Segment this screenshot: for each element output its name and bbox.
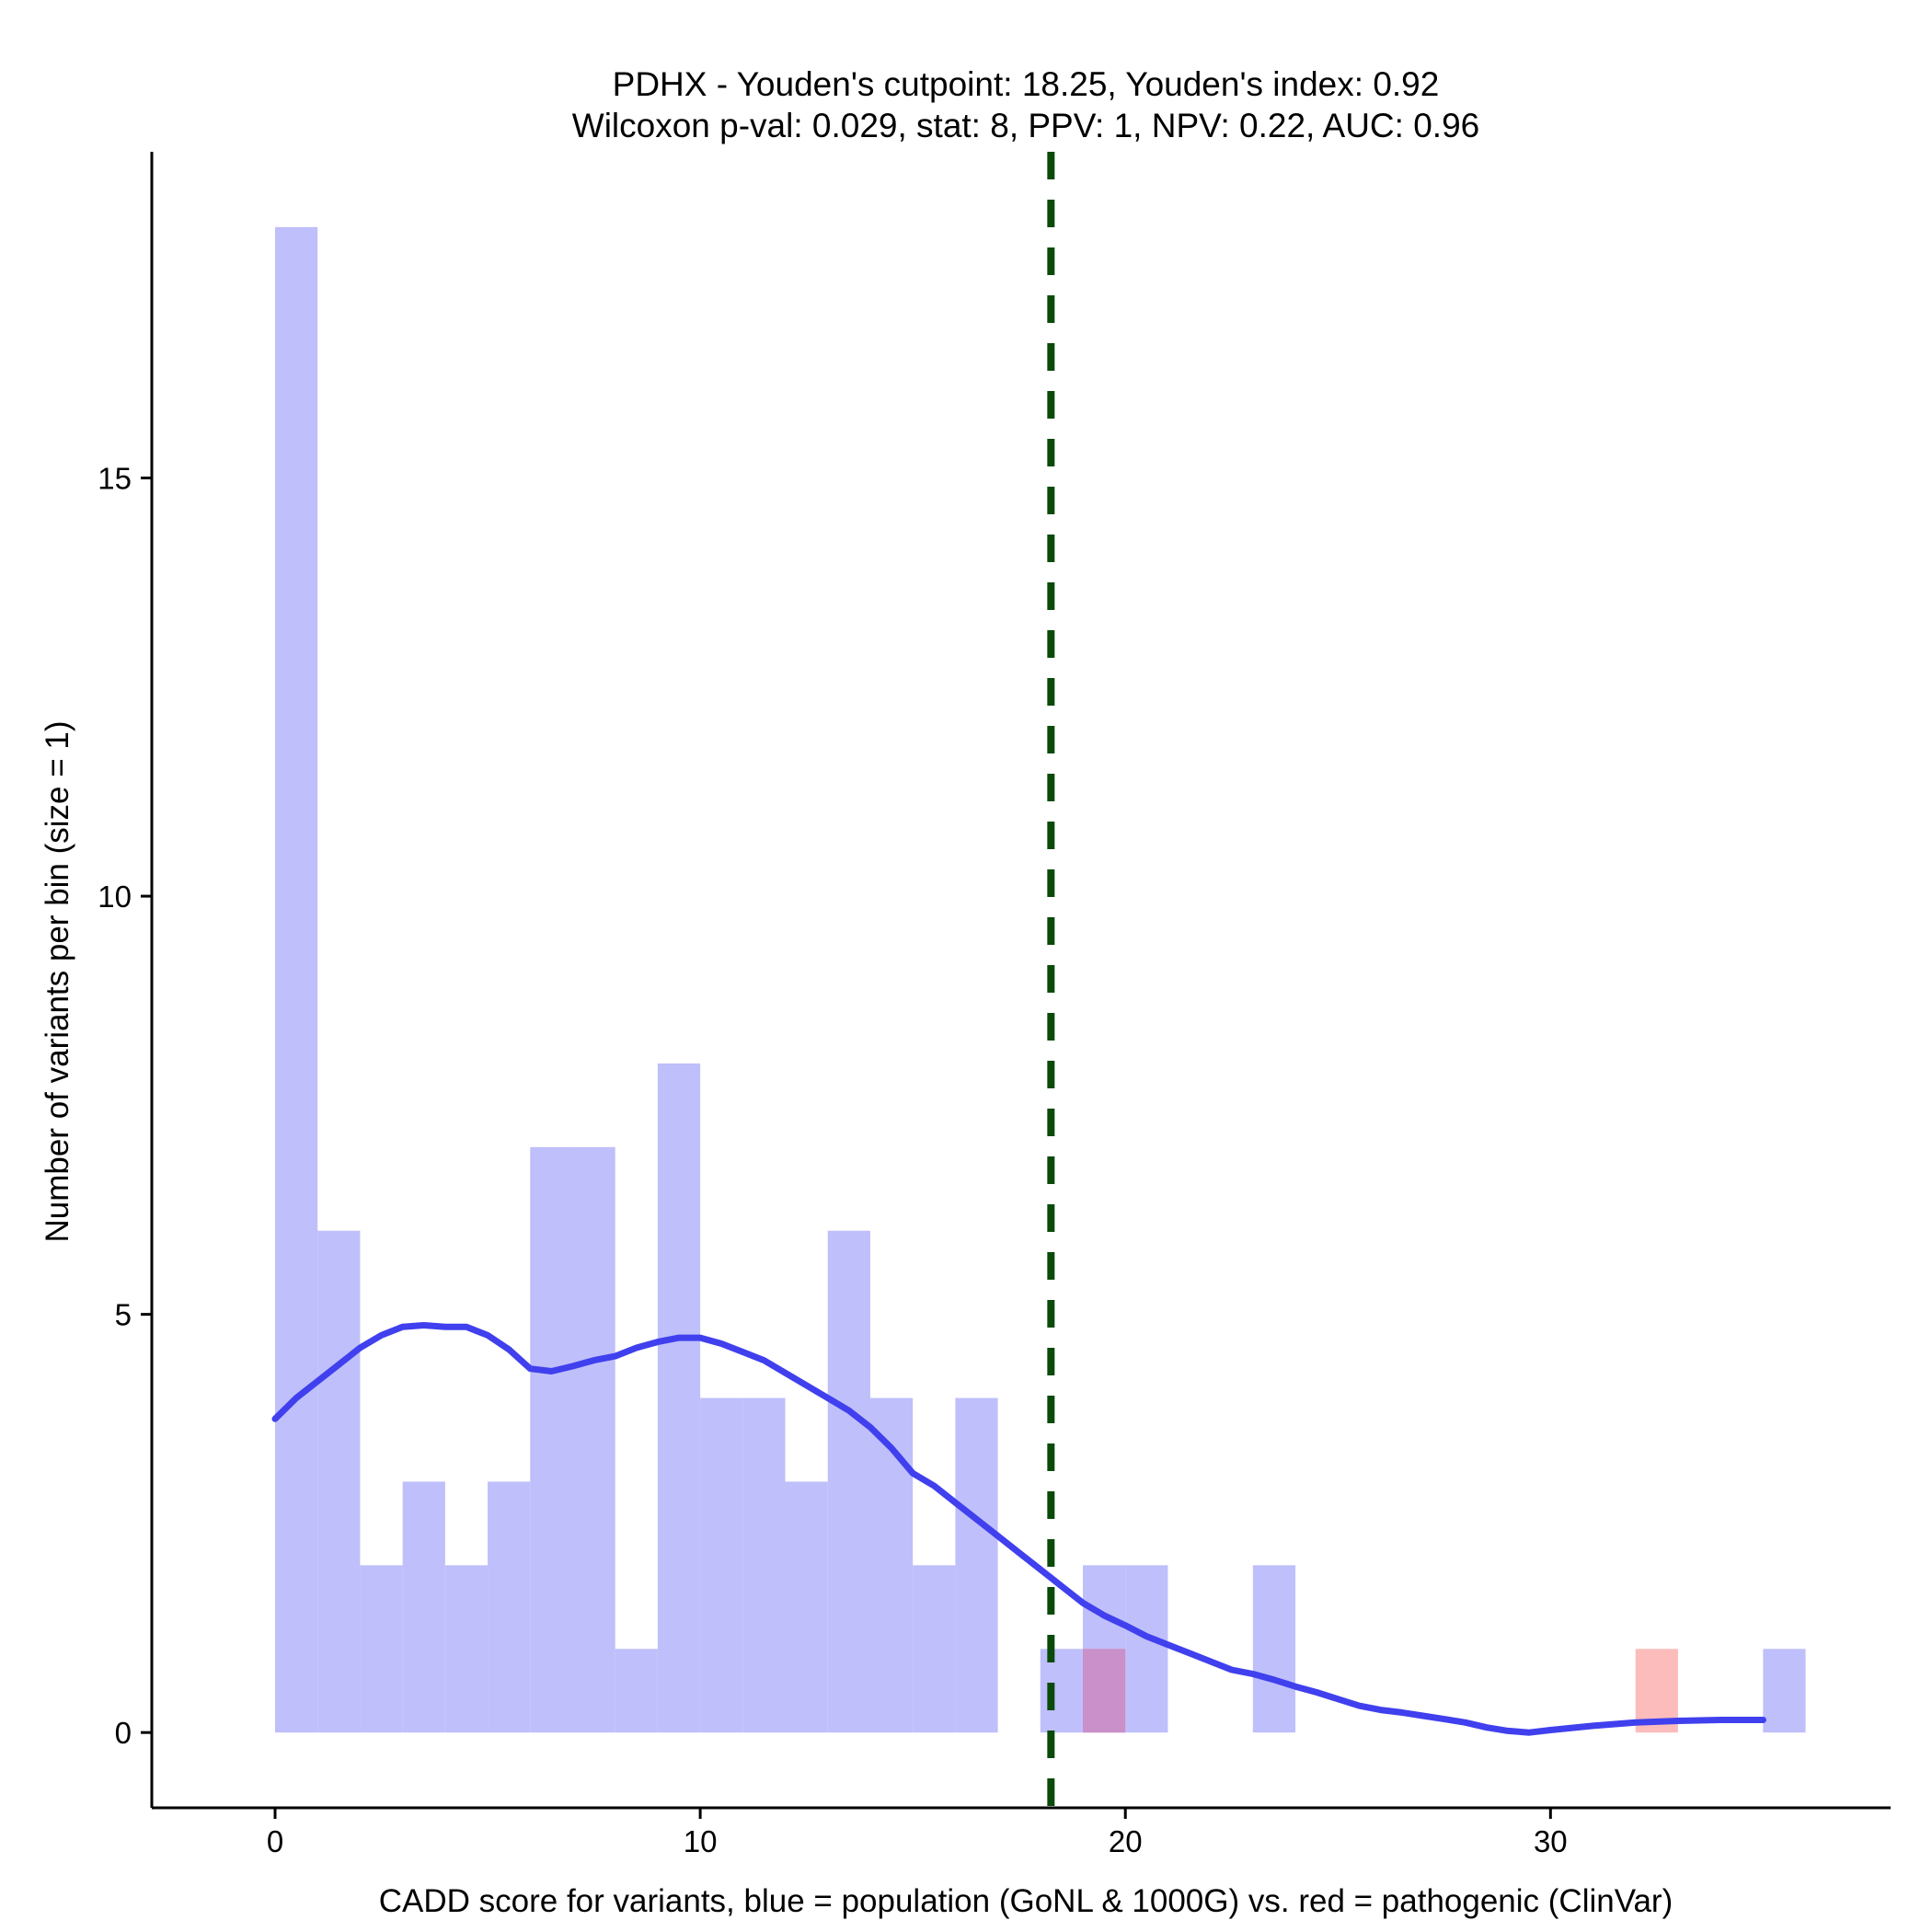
y-tick-label: 0 <box>115 1716 132 1750</box>
population-bar <box>827 1230 870 1733</box>
y-axis-label: Number of variants per bin (size = 1) <box>40 720 75 1242</box>
population-bar <box>275 226 318 1733</box>
population-bar <box>1763 1649 1806 1733</box>
population-bar <box>615 1649 658 1733</box>
histogram-bars <box>275 226 1806 1733</box>
y-tick-label: 10 <box>98 880 132 914</box>
density-curve <box>271 1322 1766 1736</box>
population-bar <box>742 1397 786 1733</box>
x-tick-label: 20 <box>1109 1824 1143 1858</box>
x-ticks: 0 10 20 30 <box>267 1808 1568 1858</box>
population-bar <box>1040 1649 1084 1733</box>
y-tick-label: 5 <box>115 1298 132 1332</box>
population-bar <box>1252 1565 1296 1733</box>
population-bar <box>955 1397 998 1733</box>
density-layer <box>271 1322 1766 1736</box>
population-bar <box>530 1146 573 1733</box>
y-ticks: 0 5 10 15 <box>98 462 152 1750</box>
population-bar <box>913 1565 956 1733</box>
population-bar <box>572 1146 615 1733</box>
population-bar <box>700 1397 743 1733</box>
population-bar <box>869 1397 914 1733</box>
x-axis-label: CADD score for variants, blue = populati… <box>379 1883 1673 1919</box>
chart-title-line2: Wilcoxon p-val: 0.029, stat: 8, PPV: 1, … <box>572 107 1479 144</box>
x-tick-label: 0 <box>267 1824 283 1858</box>
overlap-bar <box>1083 1649 1126 1733</box>
population-bar <box>657 1063 701 1733</box>
axes <box>150 152 1891 1810</box>
x-tick-label: 10 <box>684 1824 718 1858</box>
population-bar <box>785 1481 828 1733</box>
x-tick-label: 30 <box>1534 1824 1568 1858</box>
population-bar <box>1125 1565 1168 1733</box>
population-bar <box>444 1565 489 1733</box>
population-bar <box>360 1565 403 1733</box>
population-bar <box>317 1230 361 1733</box>
y-tick-label: 15 <box>98 462 132 496</box>
chart-title-line1: PDHX - Youden's cutpoint: 18.25, Youden'… <box>613 65 1440 103</box>
population-bar <box>402 1481 445 1733</box>
population-bar <box>488 1481 531 1733</box>
